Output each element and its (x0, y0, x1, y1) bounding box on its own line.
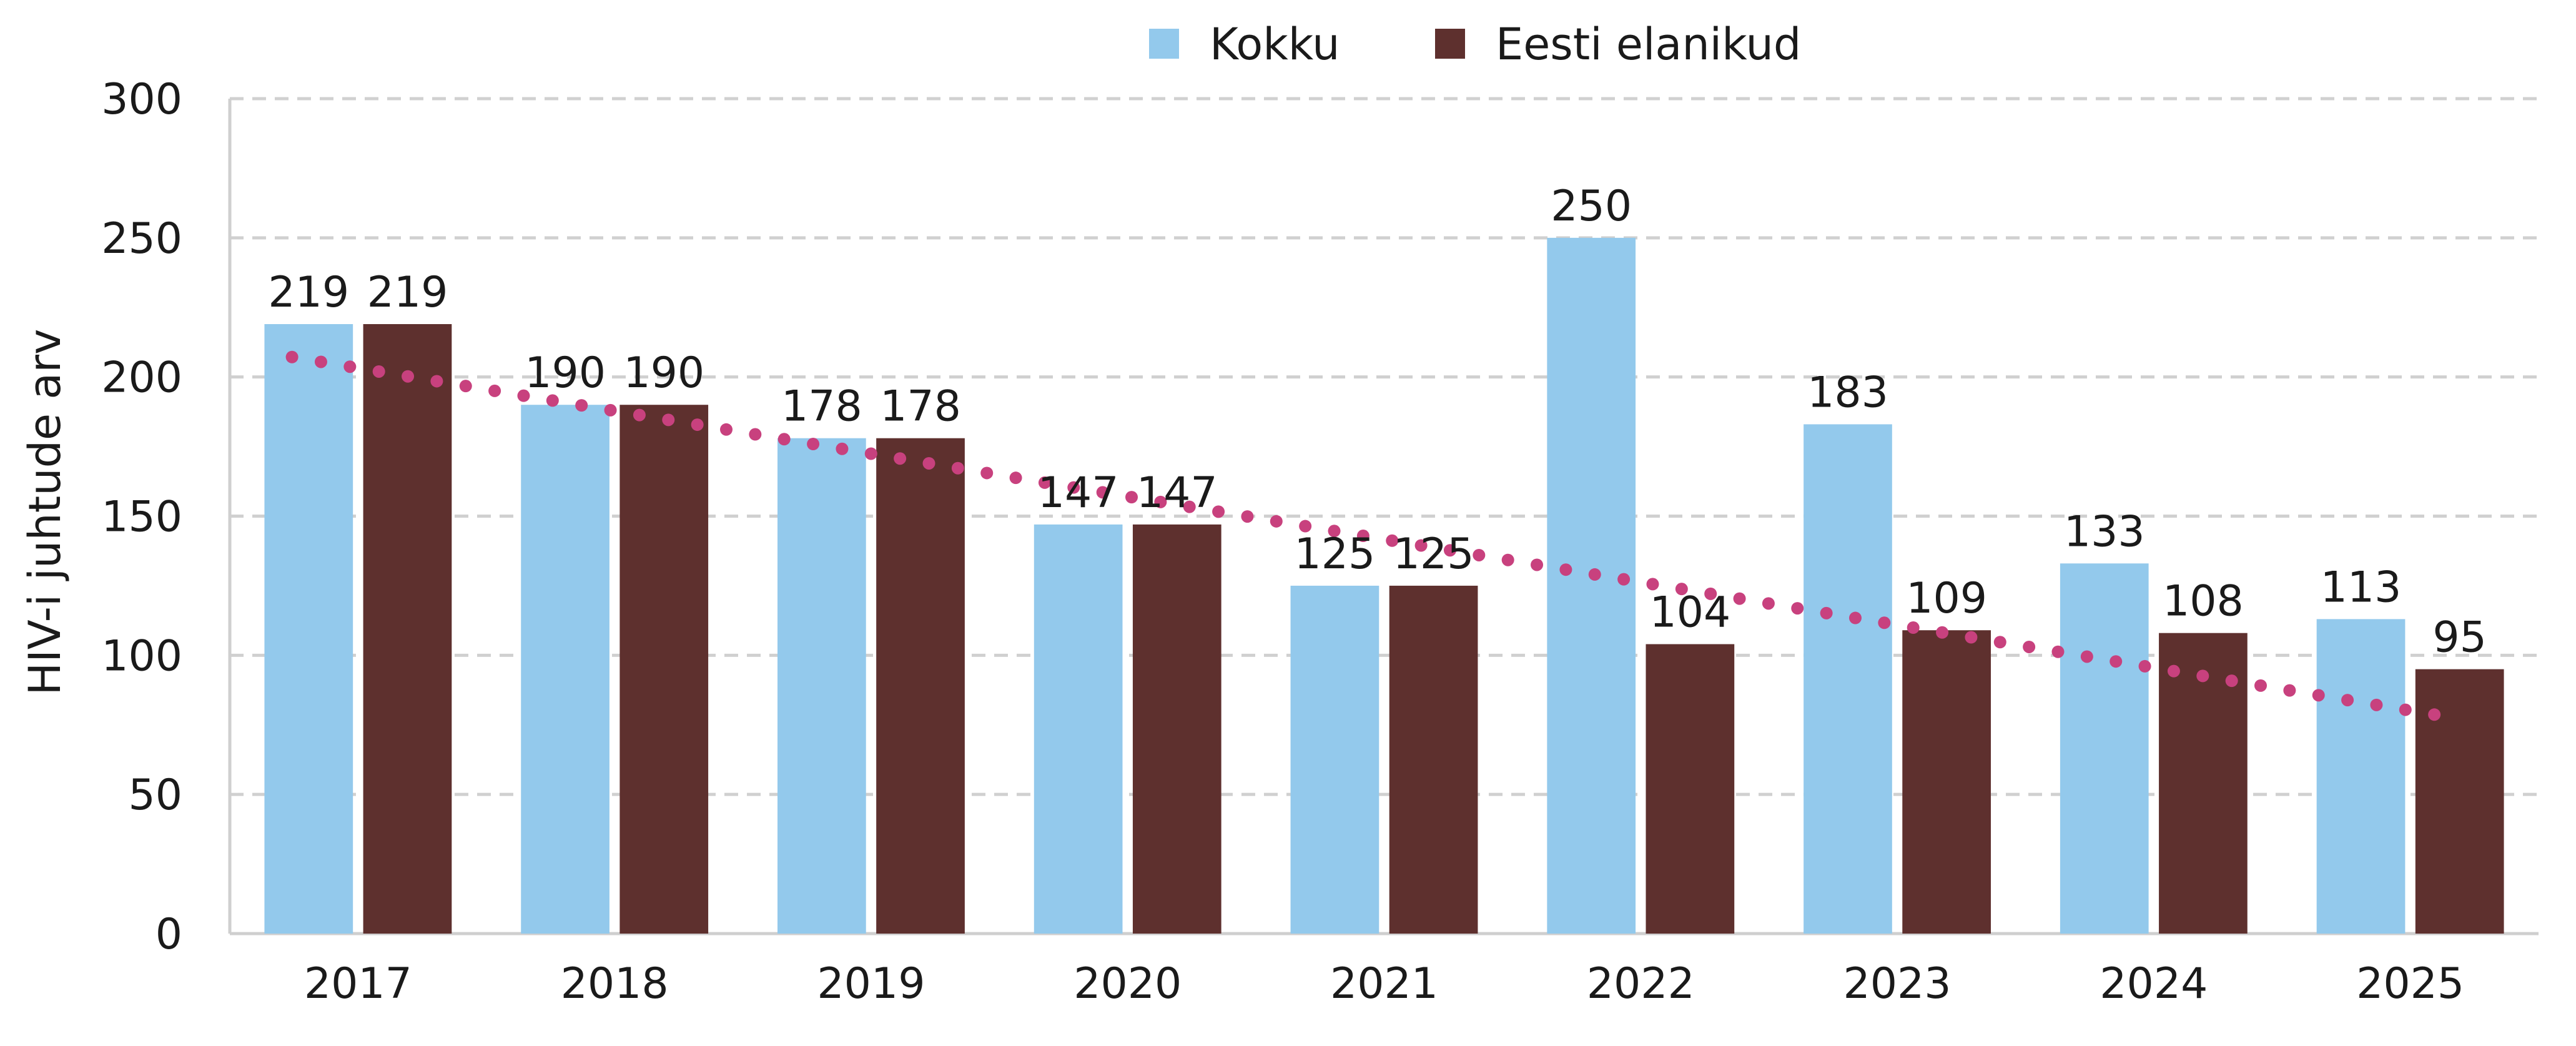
bar-eesti-elanikud-2025 (2415, 669, 2504, 934)
data-label: 147 (1137, 468, 1218, 518)
x-tick-label: 2025 (2356, 959, 2464, 1009)
bar-kokku-2019 (777, 438, 866, 934)
legend-label: Eesti elanikud (1496, 19, 1801, 70)
trendline-dots (285, 350, 2454, 723)
data-label: 219 (268, 268, 349, 317)
data-label: 125 (1295, 530, 1376, 579)
data-label: 104 (1649, 588, 1730, 638)
y-tick-label: 0 (155, 910, 182, 959)
bar-eesti-elanikud-2018 (619, 405, 709, 934)
bar-kokku-2022 (1547, 237, 1636, 934)
bar-eesti-elanikud-2022 (1646, 644, 1735, 934)
bar-kokku-2024 (2060, 563, 2149, 934)
data-label: 178 (781, 382, 862, 432)
y-tick-label: 200 (101, 353, 182, 403)
bar-eesti-elanikud-2021 (1389, 585, 1478, 934)
data-label: 95 (2432, 613, 2487, 663)
data-label: 113 (2321, 563, 2402, 612)
bars (264, 237, 2504, 934)
data-label: 219 (367, 268, 448, 317)
data-label: 147 (1038, 468, 1119, 518)
y-axis-tick-labels: 0 50 100 150 200 250 300 (101, 75, 182, 959)
bar-eesti-elanikud-2020 (1132, 524, 1221, 934)
legend-swatch (1435, 29, 1465, 59)
legend-swatch (1149, 29, 1179, 59)
gridlines (230, 97, 2539, 796)
y-tick-label: 50 (128, 771, 182, 820)
x-tick-label: 2018 (561, 959, 669, 1009)
data-label: 133 (2064, 507, 2145, 556)
data-label: 108 (2163, 577, 2244, 626)
data-label: 109 (1906, 574, 1987, 623)
bar-kokku-2020 (1034, 524, 1123, 934)
y-axis-title: HIV-i juhtude arv (19, 329, 71, 696)
x-tick-label: 2019 (817, 959, 925, 1009)
x-axis-tick-labels: 2017 2018 2019 2020 2021 2022 2023 2024 2025 (304, 959, 2464, 1009)
bar-kokku-2017 (264, 323, 353, 934)
trendline (285, 350, 2454, 723)
bar-kokku-2018 (521, 405, 609, 934)
bar-kokku-2021 (1290, 585, 1379, 934)
x-tick-label: 2020 (1073, 959, 1182, 1009)
data-label: 250 (1551, 182, 1632, 231)
bar-eesti-elanikud-2023 (1902, 630, 1991, 934)
data-labels: 219 219 190 190 178 178 147 147 125 125 250 104 183 1… (268, 182, 2487, 663)
y-tick-label: 250 (101, 214, 182, 264)
data-label: 190 (525, 348, 606, 398)
x-tick-label: 2021 (1330, 959, 1438, 1009)
x-tick-label: 2024 (2100, 959, 2208, 1009)
bar-eesti-elanikud-2017 (363, 323, 452, 934)
data-label: 178 (880, 382, 961, 432)
bar-kokku-2025 (2316, 619, 2406, 934)
y-tick-label: 100 (101, 631, 182, 681)
bar-kokku-2023 (1804, 424, 1892, 934)
y-tick-label: 150 (101, 493, 182, 542)
data-label: 125 (1393, 530, 1474, 579)
x-tick-label: 2017 (304, 959, 412, 1009)
data-label: 183 (1807, 368, 1888, 417)
x-tick-label: 2022 (1587, 959, 1695, 1009)
legend: Kokku Eesti elanikud (1149, 19, 1801, 70)
x-tick-label: 2023 (1843, 959, 1952, 1009)
y-tick-label: 300 (101, 75, 182, 124)
bar-eesti-elanikud-2019 (876, 438, 965, 934)
legend-label: Kokku (1210, 19, 1340, 70)
data-label: 190 (623, 348, 704, 398)
